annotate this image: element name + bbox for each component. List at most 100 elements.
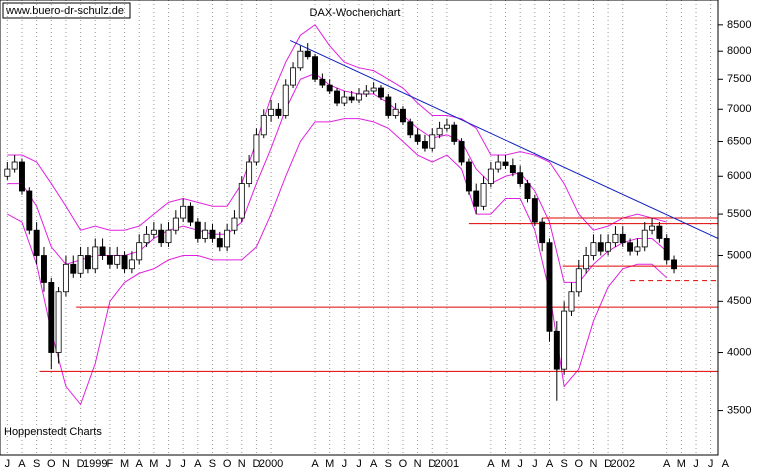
candle-body <box>4 168 11 177</box>
x-tick-label: 2000 <box>259 458 283 470</box>
candle-body <box>627 242 634 252</box>
band-line <box>7 24 667 231</box>
candle-body <box>158 229 165 244</box>
chart-title: DAX-Wochenchart <box>310 7 401 19</box>
candle-body <box>414 134 421 142</box>
candle-body <box>575 268 582 293</box>
candle-body <box>568 291 575 312</box>
candle-body <box>348 96 355 101</box>
x-tick-label: A <box>311 458 319 470</box>
candle-body <box>378 87 384 98</box>
candle-body <box>605 242 612 252</box>
candle-body <box>19 161 25 192</box>
footer-label: Hoppenstedt Charts <box>4 426 102 438</box>
candle-body <box>480 183 487 207</box>
x-tick-label: D <box>428 458 436 470</box>
candle-body <box>399 108 406 123</box>
x-tick-label: A <box>194 458 202 470</box>
candle-body <box>260 115 267 136</box>
x-tick-label: O <box>47 458 56 470</box>
x-tick-label: A <box>487 458 495 470</box>
x-tick-label: S <box>33 458 40 470</box>
candle-body <box>524 183 531 199</box>
candle-body <box>509 165 516 174</box>
candle-body <box>114 255 121 265</box>
candle-body <box>99 246 106 256</box>
x-tick-label: J <box>517 458 523 470</box>
candle-body <box>465 161 472 192</box>
x-tick-label: J <box>5 458 11 470</box>
candle-body <box>356 93 362 101</box>
x-tick-label: F <box>107 458 114 470</box>
x-tick-label: M <box>325 458 334 470</box>
candle-body <box>187 205 194 223</box>
candle-body <box>561 310 568 370</box>
x-tick-label: M <box>501 458 510 470</box>
candle-body <box>150 229 157 235</box>
candle-body <box>282 84 289 116</box>
plot-border <box>0 0 719 456</box>
candle-body <box>656 225 663 239</box>
x-tick-label: J <box>708 458 714 470</box>
candle-body <box>553 330 560 370</box>
x-tick-label: N <box>589 458 597 470</box>
candle-body <box>33 229 40 256</box>
x-tick-label: S <box>209 458 216 470</box>
candle-body <box>473 190 480 207</box>
candle-body <box>92 246 99 270</box>
x-tick-label: A <box>722 458 730 470</box>
x-tick-label: A <box>136 458 144 470</box>
candle-body <box>172 217 179 231</box>
x-tick-label: 2002 <box>611 458 635 470</box>
candle-body <box>106 255 113 265</box>
x-tick-label: J <box>180 458 186 470</box>
candle-body <box>619 233 626 244</box>
x-tick-label: S <box>560 458 567 470</box>
x-tick-label: D <box>252 458 260 470</box>
candle-body <box>70 263 77 274</box>
candle-body <box>297 50 304 69</box>
candle-body <box>641 229 648 248</box>
x-tick-label: M <box>149 458 158 470</box>
candle-body <box>502 161 509 166</box>
candle-body <box>62 263 69 293</box>
candle-body <box>583 255 590 270</box>
x-tick-label: N <box>238 458 246 470</box>
plot-area <box>4 24 718 406</box>
y-tick-label: 6000 <box>727 170 751 182</box>
x-tick-label: A <box>546 458 554 470</box>
x-tick-label: 1999 <box>83 458 107 470</box>
candle-body <box>421 141 428 149</box>
y-tick-label: 8000 <box>727 45 751 57</box>
candle-body <box>539 221 546 244</box>
trend-line <box>289 40 718 239</box>
candle-body <box>429 134 436 149</box>
x-tick-label: A <box>663 458 671 470</box>
candle-body <box>363 90 370 95</box>
x-tick-label: N <box>414 458 422 470</box>
candle-body <box>268 108 275 116</box>
y-tick-label: 5500 <box>727 208 751 220</box>
y-tick-label: 4000 <box>727 346 751 358</box>
candle-body <box>546 242 553 332</box>
candle-body <box>671 259 678 270</box>
x-tick-label: N <box>62 458 70 470</box>
x-tick-label: S <box>385 458 392 470</box>
candle-body <box>312 56 319 80</box>
candle-body <box>238 183 245 219</box>
candle-body <box>407 121 414 136</box>
source-label: www.buero-dr-schulz.de <box>5 5 124 17</box>
candle-body <box>319 78 326 86</box>
candle-body <box>612 233 619 244</box>
candle-body <box>55 291 62 353</box>
candle-body <box>143 233 150 244</box>
x-tick-label: J <box>342 458 348 470</box>
candle-body <box>370 87 377 92</box>
y-tick-label: 5000 <box>727 249 751 261</box>
candle-body <box>385 96 392 116</box>
y-tick-label: 7500 <box>727 73 751 85</box>
candle-body <box>531 198 538 223</box>
candle-body <box>202 229 209 239</box>
